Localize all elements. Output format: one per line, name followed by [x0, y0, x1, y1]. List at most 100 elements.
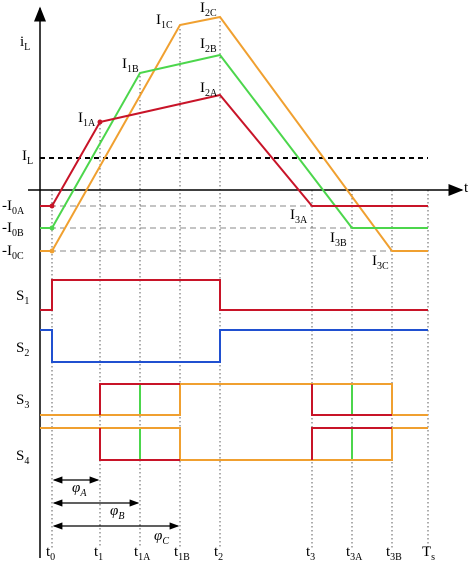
level-label-main: -I	[2, 198, 12, 214]
phase-arrows	[52, 476, 180, 530]
time-label: t1	[94, 544, 103, 563]
time-label-sub: s	[431, 552, 435, 563]
switch-label-sub: 1	[24, 296, 29, 307]
time-label: t3	[306, 544, 315, 563]
current-label-sub: 1A	[83, 118, 96, 129]
time-label-sub: 0	[50, 552, 55, 563]
time-label-main: t	[94, 544, 99, 560]
switch-label-main: S	[16, 392, 24, 408]
phase-label: φB	[110, 503, 124, 522]
switch-label-main: S	[16, 288, 24, 304]
level-label-sub: 0A	[12, 206, 25, 217]
time-label-main: t	[134, 544, 139, 560]
x-axis-label-main: t	[464, 180, 469, 196]
current-label: I3C	[372, 253, 389, 272]
switch-label: S1	[16, 288, 29, 307]
current-label: I2C	[200, 0, 217, 19]
current-label-sub: 1C	[161, 20, 173, 31]
time-label-sub: 1	[98, 552, 103, 563]
switch-label: S4	[16, 448, 29, 467]
points	[49, 119, 103, 254]
current-label-sub: 3C	[377, 261, 389, 272]
time-label: t0	[46, 544, 55, 563]
switch-label-sub: 2	[24, 348, 29, 359]
level-label-main: I	[22, 148, 27, 164]
current-waves	[40, 15, 428, 252]
current-label: I3A	[290, 207, 308, 226]
s4-red	[99, 428, 180, 461]
time-label-sub: 1A	[138, 552, 151, 563]
current-label-sub: 2C	[205, 8, 217, 19]
switch-label: S2	[16, 340, 29, 359]
current-label-sub: 3B	[335, 238, 347, 249]
switch-label: S3	[16, 392, 29, 411]
current-label-sub: 2B	[205, 44, 217, 55]
level-label-sub: L	[27, 156, 33, 167]
level-label-main: -I	[2, 243, 12, 259]
switch-label-main: S	[16, 448, 24, 464]
level-label: -I0B	[2, 220, 24, 239]
dotted-guides	[51, 17, 429, 548]
phase-label-sub: A	[79, 488, 87, 499]
phase-label-main: φ	[110, 503, 118, 519]
current-label-main: I	[330, 230, 335, 246]
current-label: I2A	[200, 80, 218, 99]
current-label-main: I	[78, 110, 83, 126]
time-label-sub: 3B	[390, 552, 402, 563]
s4-red-b	[311, 427, 392, 460]
current-label: I1A	[78, 110, 96, 129]
current-label-main: I	[122, 56, 127, 72]
s4-orange	[40, 427, 428, 461]
level-label: -I0A	[2, 198, 25, 217]
s3-red-b	[311, 384, 392, 416]
time-label-main: t	[46, 544, 51, 560]
level-label-sub: 0B	[12, 228, 24, 239]
s3-green	[40, 383, 428, 416]
switch-label-sub: 3	[24, 400, 29, 411]
time-label-sub: 3A	[350, 552, 363, 563]
level-label: -I0C	[2, 243, 24, 262]
s2-wave	[40, 329, 428, 363]
time-label: t2	[214, 544, 223, 563]
time-label: t3A	[346, 544, 363, 563]
time-label: t1B	[174, 544, 190, 563]
time-label: Ts	[422, 544, 435, 563]
current-label: I2B	[200, 36, 217, 55]
phase-label-main: φ	[154, 528, 162, 544]
current-label: I3B	[330, 230, 347, 249]
time-label-main: t	[306, 544, 311, 560]
current-label-sub: 2A	[205, 88, 218, 99]
time-label-main: t	[214, 544, 219, 560]
x-axis-label: t	[464, 180, 469, 196]
current-label-sub: 3A	[295, 215, 308, 226]
switch-label-main: S	[16, 340, 24, 356]
time-label-main: T	[422, 544, 431, 560]
phase-label-main: φ	[72, 480, 80, 496]
level-label-main: -I	[2, 220, 12, 236]
switch-waves	[40, 279, 428, 461]
time-label: t1A	[134, 544, 151, 563]
phase-label: φA	[72, 480, 87, 499]
time-label-sub: 3	[310, 552, 315, 563]
current-label-main: I	[200, 80, 205, 96]
time-label-main: t	[386, 544, 391, 560]
time-label: t3B	[386, 544, 402, 563]
current-label-sub: 1B	[127, 64, 139, 75]
time-label-main: t	[174, 544, 179, 560]
s3-orange	[40, 383, 428, 416]
s4-green	[40, 427, 428, 461]
s3-red	[99, 383, 180, 415]
time-label-sub: 1B	[178, 552, 190, 563]
current-label-main: I	[372, 253, 377, 269]
phase-label: φC	[154, 528, 169, 547]
current-label: I1B	[122, 56, 139, 75]
phase-label-sub: B	[118, 511, 124, 522]
time-label-main: t	[346, 544, 351, 560]
y-axis-label-main: i	[20, 34, 24, 50]
y-axis-label-sub: L	[24, 42, 30, 53]
current-label-main: I	[156, 12, 161, 28]
wave-b	[40, 53, 428, 229]
phase-label-sub: C	[162, 536, 169, 547]
